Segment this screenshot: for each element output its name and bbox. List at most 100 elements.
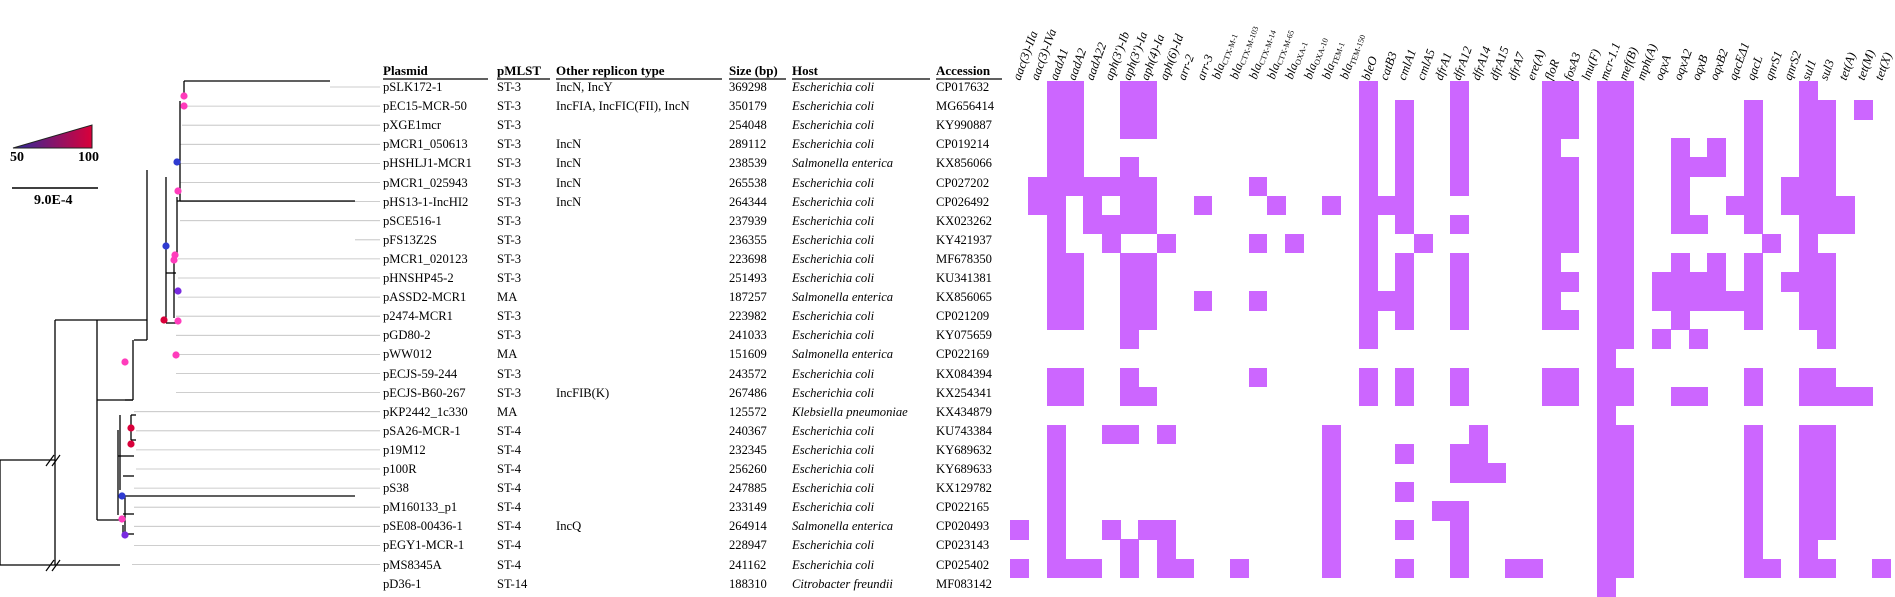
header-host: Host bbox=[792, 63, 818, 78]
gene-present-cell bbox=[1854, 100, 1874, 120]
gene-present-cell bbox=[1615, 501, 1635, 521]
gene-present-cell bbox=[1450, 81, 1470, 101]
bootstrap-node bbox=[118, 492, 126, 500]
table-row: pSA26-MCR-1 ST-4 240367 Escherichia coli KU7… bbox=[0, 423, 1010, 442]
gene-present-cell bbox=[1817, 501, 1837, 521]
cell-accession: CP026492 bbox=[936, 194, 990, 209]
gene-present-cell bbox=[1560, 81, 1580, 101]
gene-present-cell bbox=[1817, 463, 1837, 483]
cell-host: Escherichia coli bbox=[792, 194, 875, 209]
gene-present-cell bbox=[1046, 520, 1066, 540]
cell-plasmid: pSA26-MCR-1 bbox=[383, 423, 461, 438]
gene-present-cell bbox=[1670, 310, 1690, 330]
gene-present-cell bbox=[1120, 424, 1140, 445]
gene-present-cell bbox=[1065, 310, 1084, 330]
cell-size: 251493 bbox=[729, 271, 767, 285]
bootstrap-node bbox=[174, 287, 182, 295]
cell-pmlst: ST-3 bbox=[497, 232, 522, 247]
cell-host: Escherichia coli bbox=[792, 213, 875, 228]
cell-size: 232345 bbox=[729, 442, 767, 457]
gene-present-cell bbox=[1615, 558, 1635, 579]
gene-present-cell bbox=[1395, 291, 1415, 311]
gene-present-cell bbox=[1138, 310, 1158, 330]
gene-present-cell bbox=[1120, 310, 1140, 330]
gene-present-cell bbox=[1597, 291, 1617, 311]
table-row: pM160133_p1 ST-4 233149 Escherichia coli CP0… bbox=[0, 499, 1010, 518]
gene-present-cell bbox=[1597, 558, 1617, 579]
gene-present-cell bbox=[1817, 482, 1837, 502]
gene-present-cell bbox=[1817, 558, 1837, 579]
cell-size: 188310 bbox=[729, 576, 767, 591]
gene-present-cell bbox=[1688, 291, 1708, 311]
gene-present-cell bbox=[1688, 329, 1708, 349]
table-row: pEGY1-MCR-1 ST-4 228947 Escherichia coli CP0… bbox=[0, 537, 1010, 556]
gene-present-cell bbox=[1615, 195, 1635, 216]
cell-host: Escherichia coli bbox=[792, 462, 875, 476]
gene-present-cell bbox=[1395, 138, 1415, 158]
table-row: pHS13-1-IncHI2 ST-3 IncN 264344 Escherichia … bbox=[0, 194, 1010, 213]
gene-present-cell bbox=[1230, 558, 1250, 579]
gene-present-cell bbox=[1138, 214, 1158, 235]
cell-pmlst: ST-3 bbox=[497, 366, 522, 381]
gene-present-cell bbox=[1377, 291, 1396, 311]
header-underlines bbox=[383, 78, 1002, 80]
gene-present-cell bbox=[1615, 100, 1635, 120]
gene-present-cell bbox=[1817, 520, 1837, 540]
gene-present-cell bbox=[1450, 272, 1470, 292]
gene-present-cell bbox=[1597, 233, 1617, 254]
table-row: pGD80-2 ST-3 241033 Escherichia coli KY07565… bbox=[0, 327, 1010, 346]
gene-present-cell bbox=[1156, 539, 1176, 560]
gene-present-cell bbox=[1707, 252, 1727, 273]
gene-present-cell bbox=[1670, 272, 1690, 292]
gene-present-cell bbox=[1688, 214, 1708, 235]
gene-present-cell bbox=[1120, 367, 1140, 388]
gene-present-cell bbox=[1321, 558, 1341, 579]
cell-pmlst: ST-4 bbox=[497, 538, 522, 553]
gene-present-cell bbox=[1615, 291, 1635, 311]
cell-accession: CP020493 bbox=[936, 519, 990, 534]
cell-replicon: IncQ bbox=[556, 519, 582, 534]
gene-present-cell bbox=[1615, 443, 1635, 464]
gene-present-cell bbox=[1542, 138, 1562, 158]
cell-size: 247885 bbox=[729, 481, 767, 496]
header-replicon: Other replicon type bbox=[556, 63, 665, 78]
cell-pmlst: ST-3 bbox=[497, 251, 522, 266]
gene-present-cell bbox=[1615, 424, 1635, 445]
tree-branch bbox=[51, 559, 61, 572]
gene-present-cell bbox=[1138, 291, 1158, 311]
gene-present-cell bbox=[1193, 195, 1213, 216]
cell-accession: KX023262 bbox=[936, 213, 992, 228]
cell-host: Escherichia coli bbox=[792, 366, 875, 381]
gene-present-cell bbox=[1597, 463, 1617, 483]
cell-host: Escherichia coli bbox=[792, 271, 875, 285]
gene-present-cell bbox=[1395, 367, 1415, 388]
gene-present-cell bbox=[1248, 176, 1268, 197]
cell-pmlst: ST-3 bbox=[497, 156, 522, 171]
gene-present-cell bbox=[1799, 520, 1818, 540]
cell-plasmid: pM160133_p1 bbox=[383, 500, 458, 515]
gene-presence-matrix bbox=[1010, 81, 1892, 597]
cell-host: Escherichia coli bbox=[792, 118, 875, 133]
table-row: p2474-MCR1 ST-3 223982 Escherichia coli CP02… bbox=[0, 308, 1010, 327]
cell-host: Escherichia coli bbox=[792, 500, 875, 515]
gene-present-cell bbox=[1817, 119, 1837, 139]
gene-present-cell bbox=[1046, 291, 1066, 311]
table-row: pWW012 MA 151609 Salmonella enterica CP02216… bbox=[0, 346, 1010, 365]
cell-host: Escherichia coli bbox=[792, 80, 875, 94]
gene-present-cell bbox=[1560, 100, 1580, 120]
gene-present-cell bbox=[1395, 558, 1415, 579]
gene-present-cell bbox=[1615, 272, 1635, 292]
gene-present-cell bbox=[1120, 195, 1140, 216]
gene-present-cell bbox=[1799, 482, 1818, 502]
gene-present-cell bbox=[1101, 176, 1121, 197]
tree-branch bbox=[45, 454, 55, 467]
gene-present-cell bbox=[1744, 501, 1763, 521]
gene-present-cell bbox=[1597, 176, 1617, 197]
gene-present-cell bbox=[1065, 558, 1084, 579]
gene-present-cell bbox=[1046, 214, 1066, 235]
gene-present-cell bbox=[1450, 176, 1470, 197]
gene-present-cell bbox=[1615, 310, 1635, 330]
gene-present-cell bbox=[1450, 501, 1470, 521]
legend-max-label: 100 bbox=[78, 150, 99, 165]
gene-present-cell bbox=[1046, 157, 1066, 178]
